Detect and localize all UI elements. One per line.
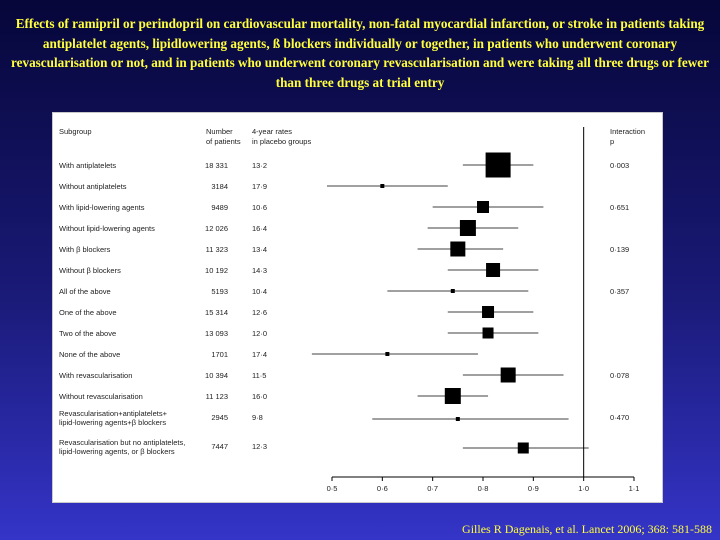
forest-plot-panel: Subgroup Number of patients 4-year rates… [52,112,663,503]
row-placebo-rate: 13·2 [252,161,267,170]
forest-row: Revascularisation+antiplatelets+lipid-lo… [59,409,629,427]
x-tick-label: 0·5 [327,484,338,493]
row-label: Without lipid-lowering agents [59,224,155,233]
header-number-line2: of patients [206,137,241,146]
header-subgroup: Subgroup [59,127,92,136]
column-headers: Subgroup Number of patients 4-year rates… [59,127,645,146]
row-patients: 10 192 [205,266,228,275]
row-placebo-rate: 17·9 [252,182,267,191]
row-patients: 7447 [211,442,228,451]
x-axis: 0·5 0·6 0·7 0·8 0·9 1·0 1·1 [327,127,640,493]
estimate-box [500,367,516,383]
x-tick-label: 0·6 [377,484,388,493]
row-placebo-rate: 11·5 [252,371,266,380]
row-label: With β blockers [59,245,111,254]
row-interaction-p: 0·470 [610,413,629,422]
estimate-box [444,388,461,404]
row-patients: 12 026 [205,224,228,233]
estimate-box [477,201,489,213]
row-placebo-rate: 17·4 [252,350,267,359]
forest-row: All of the above 5193 10·4 0·357 [59,287,629,296]
row-label: All of the above [59,287,111,296]
row-label: Revascularisation but no antiplatelets, [59,438,185,447]
forest-row: None of the above 1701 17·4 [59,350,478,359]
row-patients: 11 123 [206,392,228,401]
estimate-box [485,152,511,178]
estimate-box [450,241,466,257]
row-placebo-rate: 12·3 [252,442,267,451]
slide-title: Effects of ramipril or perindopril on ca… [11,16,709,90]
row-interaction-p: 0·078 [610,371,629,380]
row-label: lipid-lowering agents, or β blockers [59,447,175,456]
x-tick-label: 1·0 [578,484,589,493]
forest-row: With β blockers 11 323 13·4 0·139 [59,241,629,257]
row-label: One of the above [59,308,117,317]
row-placebo-rate: 9·8 [252,413,263,422]
forest-row: With antiplatelets 18 331 13·2 0·003 [59,152,629,178]
row-interaction-p: 0·003 [610,161,629,170]
header-interaction-line1: Interaction [610,127,645,136]
row-interaction-p: 0·357 [610,287,629,296]
row-placebo-rate: 10·4 [252,287,267,296]
header-rates-line2: in placebo groups [252,137,311,146]
row-label: Two of the above [59,329,116,338]
forest-row: Two of the above 13 093 12·0 [59,327,539,339]
row-patients: 10 394 [205,371,228,380]
forest-row: Revascularisation but no antiplatelets,l… [59,438,589,456]
row-label: Without antiplatelets [59,182,127,191]
header-interaction-line2: p [610,137,614,146]
row-patients: 5193 [211,287,228,296]
forest-row: Without antiplatelets 3184 17·9 [59,182,448,191]
forest-row: Without β blockers 10 192 14·3 [59,263,539,277]
estimate-box [459,220,476,236]
row-patients: 2945 [211,413,228,422]
forest-row: With lipid-lowering agents 9489 10·6 0·651 [59,201,629,213]
row-patients: 3184 [211,182,228,191]
forest-plot: Subgroup Number of patients 4-year rates… [59,127,645,493]
row-placebo-rate: 12·6 [252,308,267,317]
x-tick-label: 0·8 [478,484,489,493]
row-label: Without β blockers [59,266,121,275]
x-tick-label: 0·7 [427,484,438,493]
estimate-box [482,327,494,339]
row-label: Without revascularisation [59,392,143,401]
row-patients: 11 323 [206,245,228,254]
row-placebo-rate: 13·4 [252,245,267,254]
row-interaction-p: 0·139 [610,245,629,254]
forest-row: Without lipid-lowering agents 12 026 16·4 [59,220,519,236]
row-patients: 1701 [211,350,228,359]
forest-rows: With antiplatelets 18 331 13·2 0·003 Without… [59,152,629,456]
row-placebo-rate: 12·0 [252,329,267,338]
row-placebo-rate: 10·6 [252,203,267,212]
row-patients: 13 093 [205,329,228,338]
estimate-box [450,289,455,293]
estimate-box [380,184,385,188]
estimate-box [517,442,529,454]
row-label: lipid-lowering agents+β blockers [59,418,166,427]
row-placebo-rate: 16·0 [252,392,267,401]
citation: Gilles R Dagenais, et al. Lancet 2006; 3… [462,522,712,536]
row-interaction-p: 0·651 [610,203,629,212]
row-label: None of the above [59,350,120,359]
forest-row: With revascularisation 10 394 11·5 0·078 [59,367,629,383]
estimate-box [486,263,501,277]
row-patients: 9489 [211,203,228,212]
row-patients: 18 331 [205,161,228,170]
row-patients: 15 314 [205,308,228,317]
row-placebo-rate: 14·3 [252,266,267,275]
header-number-line1: Number [206,127,233,136]
row-label: With antiplatelets [59,161,116,170]
header-rates-line1: 4-year rates [252,127,292,136]
x-tick-label: 1·1 [629,484,640,493]
row-label: Revascularisation+antiplatelets+ [59,409,168,418]
x-tick-label: 0·9 [528,484,539,493]
row-label: With revascularisation [59,371,132,380]
forest-row: Without revascularisation 11 123 16·0 [59,388,489,404]
forest-row: One of the above 15 314 12·6 [59,306,534,318]
estimate-box [385,352,390,356]
estimate-box [482,306,495,318]
row-placebo-rate: 16·4 [252,224,267,233]
row-label: With lipid-lowering agents [59,203,145,212]
estimate-box [455,417,460,421]
